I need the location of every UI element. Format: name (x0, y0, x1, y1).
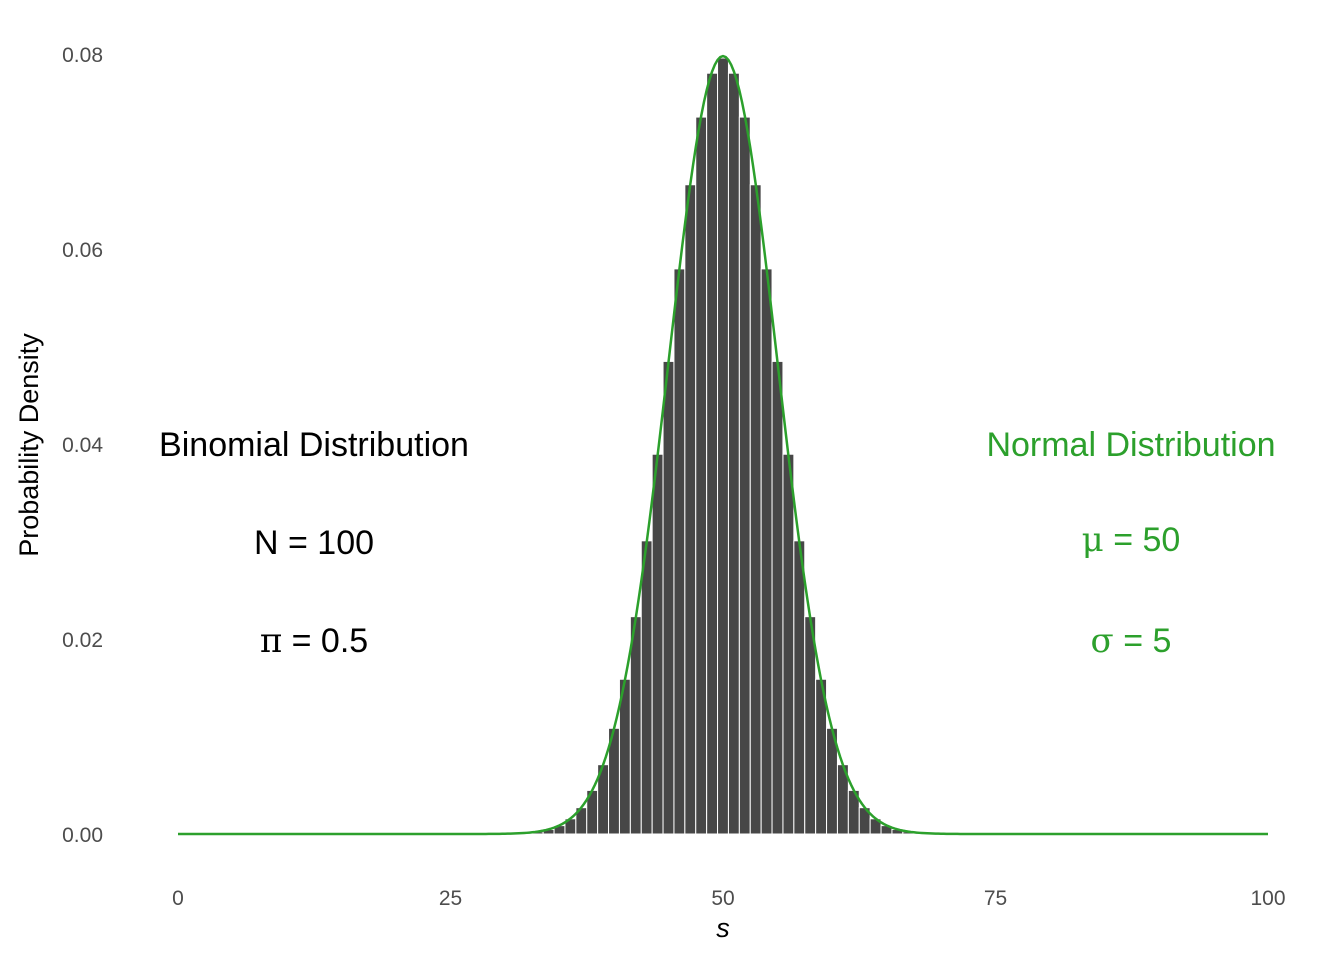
normal-curve (178, 54, 1268, 836)
histogram-bar (695, 116, 708, 835)
n-symbol: N (254, 524, 279, 562)
histogram-bar (673, 268, 686, 835)
histogram-bar (706, 72, 719, 835)
histogram-bar (640, 540, 653, 835)
equals-sign: = (279, 524, 318, 562)
binomial-annotation: Binomial Distribution N = 100 π = 0.5 (159, 426, 469, 661)
mu-symbol: μ (1082, 520, 1104, 560)
x-tick-label: 75 (984, 887, 1007, 910)
histogram-bar (629, 616, 642, 835)
histogram-bar (760, 268, 773, 835)
sigma-value: 5 (1153, 622, 1172, 660)
y-tick-label: 0.06 (62, 239, 103, 262)
histogram-bar (782, 453, 795, 835)
histogram-bar (662, 360, 675, 835)
normal-mu-line: μ = 50 (1082, 520, 1181, 560)
x-axis-ticks: 0 25 50 75 100 (172, 887, 1285, 910)
bar-series (499, 57, 947, 835)
histogram-bar (793, 540, 806, 835)
histogram-bar (717, 57, 729, 835)
histogram-bar (749, 184, 762, 835)
histogram-bar (804, 616, 817, 835)
normal-title: Normal Distribution (986, 426, 1275, 464)
histogram-bar (738, 116, 751, 835)
y-axis-title: Probability Density (14, 333, 44, 557)
y-axis-ticks: 0.00 0.02 0.04 0.06 0.08 (62, 44, 103, 847)
y-tick-label: 0.02 (62, 629, 103, 652)
sigma-symbol: σ (1091, 621, 1114, 661)
histogram-bar (651, 453, 664, 835)
binomial-n-line: N = 100 (254, 524, 374, 562)
histogram-bar (684, 184, 697, 835)
binomial-pi-line: π = 0.5 (260, 621, 368, 661)
pi-symbol: π (260, 621, 282, 661)
histogram-bar (727, 72, 740, 835)
binomial-title: Binomial Distribution (159, 426, 469, 464)
n-value: 100 (317, 524, 374, 562)
equals-sign: = (1114, 622, 1153, 660)
equals-sign: = (1104, 521, 1143, 559)
equals-sign: = (282, 622, 321, 660)
mu-value: 50 (1143, 521, 1181, 559)
x-tick-label: 25 (439, 887, 462, 910)
x-tick-label: 50 (711, 887, 734, 910)
histogram-bar (771, 360, 784, 835)
normal-annotation: Normal Distribution μ = 50 σ = 5 (986, 426, 1275, 661)
x-tick-label: 100 (1250, 887, 1285, 910)
x-tick-label: 0 (172, 887, 184, 910)
y-tick-label: 0.00 (62, 824, 103, 847)
pi-value: 0.5 (321, 622, 368, 660)
y-tick-label: 0.04 (62, 434, 103, 457)
x-axis-title: s (716, 913, 730, 943)
normal-sigma-line: σ = 5 (1091, 621, 1172, 661)
y-tick-label: 0.08 (62, 44, 103, 67)
